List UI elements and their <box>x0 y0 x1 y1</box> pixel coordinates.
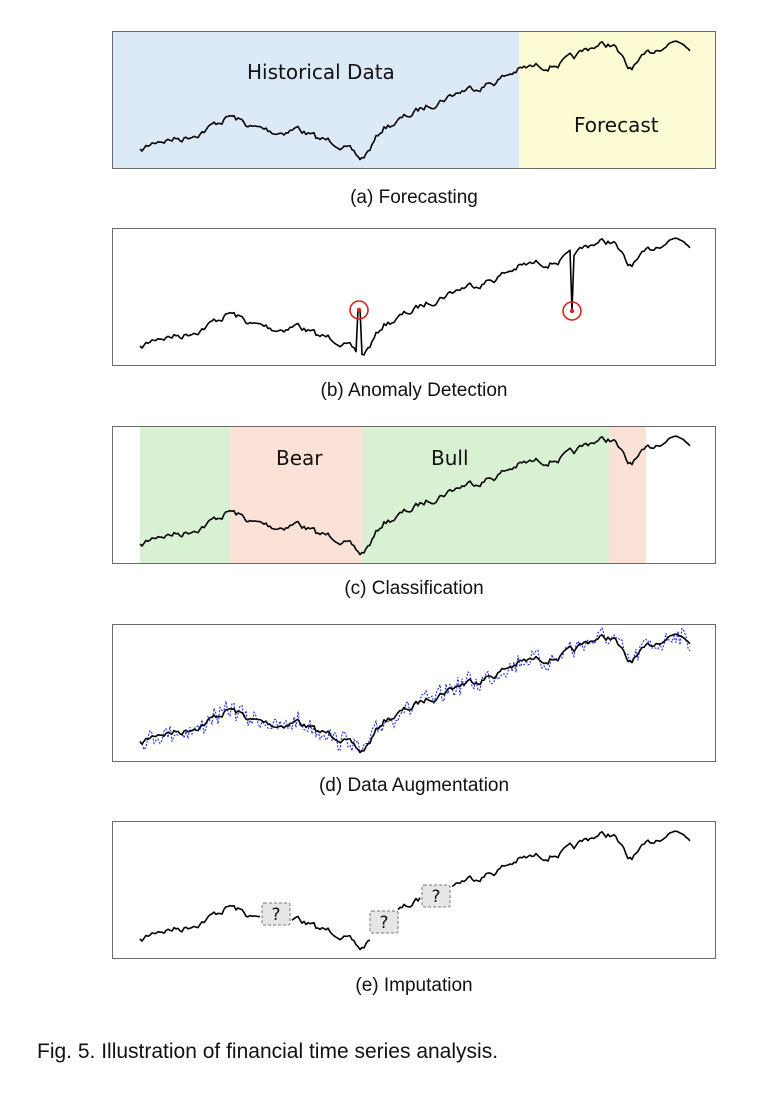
forecasting-plot: Historical Data Forecast <box>113 32 715 168</box>
anomaly-plot <box>139 237 691 356</box>
historical-region <box>113 32 519 168</box>
augmented-series-line <box>139 626 691 754</box>
panel-anomaly-detection <box>112 228 716 366</box>
price-series-line <box>139 40 691 161</box>
forecast-label: Forecast <box>574 113 659 137</box>
historical-data-label: Historical Data <box>247 60 395 84</box>
anomaly-marker-circle <box>562 301 582 321</box>
imputation-plot: ? ? ? <box>139 830 691 951</box>
anomaly-marker-dot <box>569 308 575 314</box>
missing-value-mark: ? <box>431 887 440 907</box>
caption-classification: (c) Classification <box>344 578 484 599</box>
anomaly-marker-dot <box>356 307 362 313</box>
bear-region <box>230 427 363 563</box>
panel-imputation: ? ? ? <box>112 821 716 959</box>
bull-label: Bull <box>431 446 469 470</box>
bull-region <box>140 427 230 563</box>
bull-region <box>363 427 609 563</box>
panel-classification: Bear Bull <box>112 426 716 564</box>
caption-anomaly-detection: (b) Anomaly Detection <box>320 380 508 401</box>
missing-value-mark: ? <box>379 913 388 933</box>
price-series-segment <box>291 915 371 951</box>
augmentation-plot <box>139 626 691 754</box>
price-series-segment <box>397 897 421 911</box>
caption-forecasting: (a) Forecasting <box>350 187 478 208</box>
anomaly-marker-circle <box>349 300 369 320</box>
bear-label: Bear <box>276 446 323 470</box>
price-series-segment <box>139 904 261 942</box>
missing-value-box: ? <box>261 902 291 926</box>
bear-region <box>609 427 646 563</box>
panel-forecasting: Historical Data Forecast <box>112 31 716 169</box>
price-series-line <box>139 237 691 356</box>
classification-plot: Bear Bull <box>139 427 691 563</box>
caption-imputation: (e) Imputation <box>355 975 473 996</box>
price-series-line <box>139 435 691 556</box>
price-series-segment <box>451 830 691 888</box>
panel-data-augmentation <box>112 624 716 762</box>
price-series-line <box>139 633 691 754</box>
forecast-region <box>519 32 715 168</box>
missing-value-box: ? <box>421 884 451 908</box>
missing-value-box: ? <box>369 910 399 934</box>
missing-value-mark: ? <box>271 905 280 925</box>
figure-caption: Fig. 5. Illustration of financial time s… <box>37 1040 499 1063</box>
caption-data-augmentation: (d) Data Augmentation <box>318 775 510 796</box>
